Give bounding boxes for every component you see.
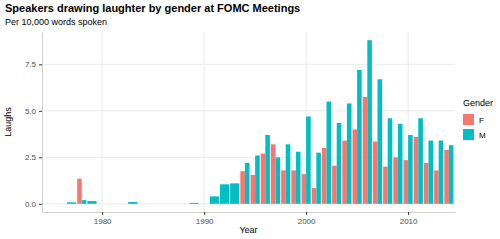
bar bbox=[377, 79, 382, 204]
tick-label: 1980 bbox=[94, 217, 112, 226]
tick-label: 2.5 bbox=[25, 153, 37, 162]
bar bbox=[255, 155, 260, 203]
bar bbox=[373, 142, 378, 204]
bar bbox=[265, 135, 270, 204]
bar bbox=[414, 137, 419, 204]
x-axis: 1980 1990 2000 2010 bbox=[43, 212, 456, 226]
bar bbox=[418, 118, 423, 204]
tick-label: 0.0 bbox=[25, 200, 37, 209]
legend-label: F bbox=[479, 116, 484, 125]
grid-line bbox=[42, 157, 455, 158]
bar bbox=[363, 97, 368, 204]
bar bbox=[245, 163, 250, 204]
bar bbox=[449, 145, 454, 204]
tick: 1980 bbox=[94, 212, 112, 226]
bar bbox=[271, 144, 276, 204]
bar bbox=[82, 200, 87, 204]
bar bbox=[342, 141, 347, 204]
bar bbox=[408, 135, 413, 204]
bar bbox=[220, 184, 229, 204]
tick: 2.5 bbox=[25, 153, 42, 162]
bar bbox=[434, 170, 439, 203]
bar bbox=[240, 171, 245, 204]
bar bbox=[230, 183, 239, 203]
bar bbox=[87, 201, 96, 204]
tick: 2000 bbox=[298, 212, 316, 226]
bar bbox=[312, 188, 317, 204]
bar bbox=[428, 141, 433, 204]
bar bbox=[353, 129, 358, 203]
bar bbox=[67, 202, 76, 203]
bar bbox=[210, 196, 219, 203]
tick-label: 5.0 bbox=[25, 107, 37, 116]
tick-label: 2000 bbox=[298, 217, 316, 226]
tick-mark bbox=[408, 212, 409, 215]
legend: Gender FM bbox=[463, 98, 493, 140]
legend-label: M bbox=[479, 131, 486, 140]
bar bbox=[367, 40, 372, 204]
bar bbox=[439, 141, 444, 204]
legend-key bbox=[463, 114, 474, 125]
tick-label: 1990 bbox=[196, 217, 214, 226]
tick: 7.5 bbox=[25, 60, 42, 69]
chart: Speakers drawing laughter by gender at F… bbox=[0, 0, 500, 239]
bar bbox=[332, 166, 337, 204]
grid-line bbox=[42, 64, 455, 65]
bar bbox=[306, 116, 311, 203]
tick-mark bbox=[39, 204, 42, 205]
bar bbox=[383, 167, 388, 204]
bar bbox=[398, 124, 403, 204]
bar bbox=[296, 152, 301, 204]
y-axis: 0.0 2.5 5.0 7.5 bbox=[25, 33, 43, 213]
tick: 0.0 bbox=[25, 200, 42, 209]
bar bbox=[291, 170, 296, 203]
subtitle: Per 10,000 words spoken bbox=[5, 17, 107, 27]
bar bbox=[128, 202, 137, 204]
bar bbox=[77, 179, 82, 204]
tick-mark bbox=[204, 212, 205, 215]
bar bbox=[316, 153, 321, 204]
tick: 1990 bbox=[196, 212, 214, 226]
tick-mark bbox=[39, 111, 42, 112]
grid bbox=[42, 32, 455, 212]
bar bbox=[393, 157, 398, 203]
bar bbox=[322, 148, 327, 204]
tick-mark bbox=[306, 212, 307, 215]
bar bbox=[347, 103, 352, 203]
bar bbox=[281, 170, 286, 203]
y-axis-line bbox=[42, 33, 43, 213]
bar bbox=[337, 123, 342, 204]
bar bbox=[404, 160, 409, 204]
legend-key bbox=[463, 129, 474, 140]
tick-mark bbox=[102, 212, 103, 215]
tick: 2010 bbox=[400, 212, 418, 226]
bar bbox=[327, 102, 332, 204]
bar bbox=[424, 163, 429, 204]
bars bbox=[67, 40, 453, 204]
y-axis-title: Laughs bbox=[3, 107, 13, 137]
grid-line bbox=[204, 32, 205, 212]
bar bbox=[251, 175, 256, 204]
x-axis-line bbox=[43, 212, 456, 213]
bar bbox=[302, 174, 307, 204]
bar bbox=[189, 202, 198, 204]
bar bbox=[388, 118, 393, 204]
bar bbox=[276, 157, 281, 203]
tick: 5.0 bbox=[25, 107, 42, 116]
bar bbox=[444, 150, 449, 204]
bar bbox=[357, 70, 362, 204]
tick-label: 7.5 bbox=[25, 60, 37, 69]
tick-mark bbox=[39, 64, 42, 65]
bar bbox=[261, 154, 266, 204]
tick-mark bbox=[39, 157, 42, 158]
grid-line bbox=[102, 32, 103, 212]
title: Speakers drawing laughter by gender at F… bbox=[5, 2, 300, 14]
grid-line bbox=[42, 110, 455, 111]
legend-title: Gender bbox=[463, 98, 493, 108]
tick-label: 2010 bbox=[400, 217, 418, 226]
x-axis-title: Year bbox=[239, 225, 257, 235]
bar bbox=[286, 144, 291, 204]
